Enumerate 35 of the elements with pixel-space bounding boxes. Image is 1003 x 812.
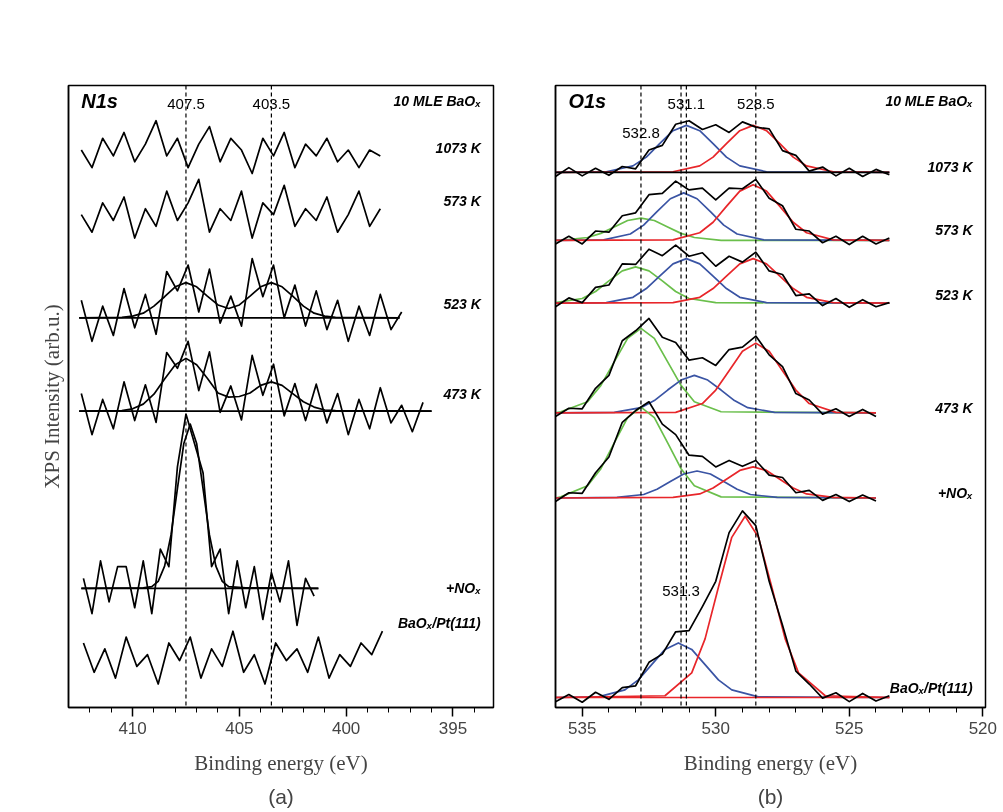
chart-title: O1s [568,90,607,113]
text: 1073 K [927,158,974,175]
x-axis-title: Binding energy (eV) [194,750,368,775]
text: (a) [268,784,294,808]
x-tick-label: 520 [968,718,998,738]
x-tick-label: 535 [568,718,597,738]
annotation: 407.5 [167,94,205,112]
annotation: 403.5 [252,94,291,112]
series-label: BaOₓ/Pt(111) [889,679,973,696]
text: 473 K [934,400,974,417]
annotation: 531.3 [662,582,700,600]
chart-subtitle: 10 MLE BaOₓ [393,92,482,109]
y-axis-title: XPS Intensity (arb.u.) [39,304,64,489]
x-tick-label: 525 [835,718,864,738]
chart-subtitle: 10 MLE BaOₓ [885,92,974,109]
text: 1073 K [435,139,482,156]
text: (b) [757,784,784,808]
text: 523 K [443,296,482,312]
series-label: BaOₓ/Pt(111) [397,615,482,632]
x-axis-title: Binding energy (eV) [683,750,858,775]
text: +NOₓ [937,484,974,501]
annotation: 532.8 [622,124,660,142]
x-tick-label: 400 [331,718,361,738]
text: +NOₓ [446,580,482,597]
x-tick-label: 405 [225,718,254,738]
text: 573 K [935,222,974,239]
x-tick-label: 395 [438,718,468,738]
annotation: 531.1 [667,94,706,112]
text: 573 K [443,192,482,209]
x-tick-label: 410 [118,718,147,738]
x-tick-label: 530 [701,718,730,738]
chart-title: N1s [81,90,118,113]
text: 523 K [935,286,974,303]
series-label: 473 K [442,386,482,403]
annotation: 528.5 [737,94,775,112]
